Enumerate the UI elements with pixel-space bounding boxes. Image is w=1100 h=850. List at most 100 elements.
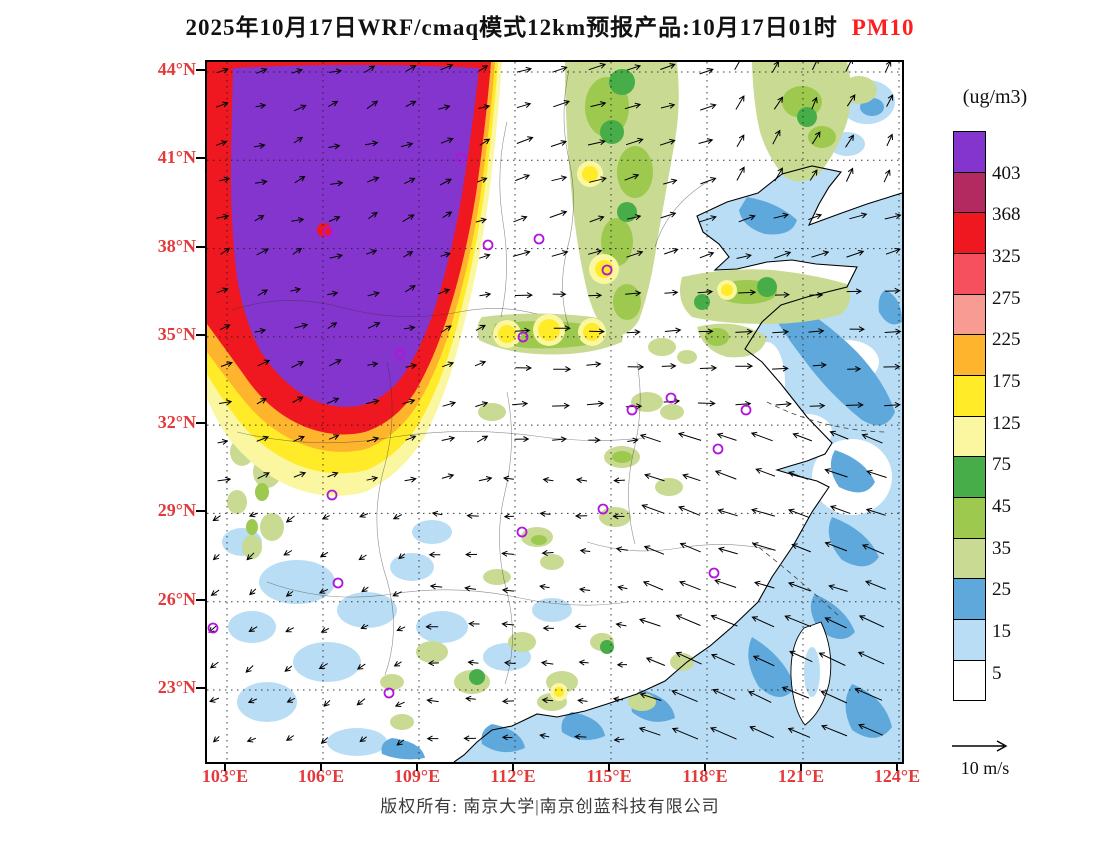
wind-vector	[291, 361, 305, 368]
wind-vector	[552, 65, 568, 73]
wind-vector	[588, 62, 607, 71]
lat-tick	[196, 686, 205, 689]
wind-vector	[392, 591, 402, 597]
wind-vector	[788, 508, 809, 518]
wind-vector	[212, 515, 221, 522]
wind-vector	[824, 541, 848, 552]
wind-vector	[403, 251, 414, 258]
wind-vector	[861, 433, 883, 444]
wind-vector	[738, 214, 756, 223]
wind-vector	[613, 477, 625, 484]
wind-vector	[512, 250, 531, 257]
wind-vector	[773, 212, 789, 219]
station-markers	[207, 152, 752, 699]
wind-vector	[645, 657, 666, 666]
lon-label: 121°E	[777, 766, 825, 786]
wind-vector	[513, 215, 528, 223]
legend-level-label: 403	[992, 162, 1021, 184]
wind-vector	[440, 63, 454, 71]
wind-vector	[626, 329, 641, 336]
wind-vector	[818, 652, 846, 666]
lon-label: 109°E	[393, 766, 441, 786]
legend-color-box	[953, 659, 986, 702]
wind-vector	[675, 614, 701, 626]
city-station-marker	[740, 404, 752, 416]
wind-vector	[811, 250, 830, 258]
wind-vector	[366, 475, 379, 482]
wind-vector	[828, 584, 848, 592]
wind-vector	[437, 288, 451, 295]
wind-vector	[710, 653, 735, 666]
wind-vector	[501, 587, 514, 594]
wind-vector	[501, 621, 515, 628]
wind-vector	[627, 437, 639, 444]
wind-vector	[425, 623, 439, 630]
wind-vector	[682, 473, 701, 482]
lat-label: 38°N	[157, 235, 196, 256]
wind-vector	[675, 651, 702, 665]
pm10-field	[207, 62, 902, 762]
wind-vector	[216, 213, 230, 220]
city-station-marker	[516, 526, 528, 538]
lat-label: 26°N	[157, 588, 196, 609]
wind-vector	[578, 659, 589, 666]
wind-vector	[216, 140, 228, 147]
wind-vector	[323, 699, 331, 707]
wind-vector	[736, 253, 752, 260]
wind-vector	[639, 433, 661, 443]
wind-vector	[615, 546, 628, 553]
wind-vector	[552, 436, 567, 443]
wind-vector	[257, 472, 270, 480]
wind-vector	[750, 431, 773, 442]
wind-vector	[463, 735, 476, 742]
wind-vector	[644, 473, 665, 482]
wind-vector	[735, 95, 745, 110]
wind-vector	[846, 288, 863, 295]
legend-level-label: 25	[992, 579, 1011, 601]
wind-vector	[664, 289, 679, 296]
wind-vector	[516, 66, 533, 73]
wind-vector	[393, 661, 402, 667]
wind-vector	[698, 328, 714, 335]
wind-vector	[626, 214, 642, 221]
wind-vector	[551, 175, 568, 182]
wind-vector	[441, 473, 455, 480]
wind-vector	[255, 179, 268, 186]
wind-vector	[293, 104, 307, 112]
wind-vector	[641, 504, 665, 514]
wind-vector	[400, 141, 414, 148]
wind-vector	[808, 213, 823, 221]
wind-vector	[774, 291, 790, 298]
wind-vector	[886, 94, 894, 107]
wind-vector	[209, 661, 219, 669]
wind-vector	[329, 253, 344, 260]
wind-vector	[328, 100, 339, 108]
wind-vector	[256, 398, 267, 405]
wind-vector	[811, 131, 821, 145]
wind-vector	[699, 68, 714, 75]
wind-vector	[846, 250, 865, 258]
lat-tick	[196, 69, 205, 71]
wind-vector	[845, 134, 854, 148]
wind-vector	[663, 178, 678, 185]
wind-vector	[697, 400, 716, 407]
wind-vector	[671, 689, 698, 703]
wind-vector	[216, 101, 229, 108]
wind-vector	[478, 65, 489, 72]
wind-vector	[849, 326, 865, 333]
wind-vector	[542, 477, 554, 484]
wind-vector	[475, 217, 488, 224]
city-station-marker	[455, 152, 467, 164]
wind-vector	[368, 211, 378, 220]
wind-vector	[467, 659, 479, 666]
wind-vector	[791, 543, 811, 553]
wind-vector	[256, 435, 270, 442]
wind-vector	[516, 136, 534, 144]
wind-vector	[514, 436, 530, 443]
wind-vector	[824, 468, 848, 478]
wind-vector	[660, 211, 677, 219]
city-station-marker	[326, 489, 338, 501]
wind-vector	[625, 137, 644, 146]
wind-vector	[329, 68, 343, 75]
wind-vector	[885, 287, 901, 294]
